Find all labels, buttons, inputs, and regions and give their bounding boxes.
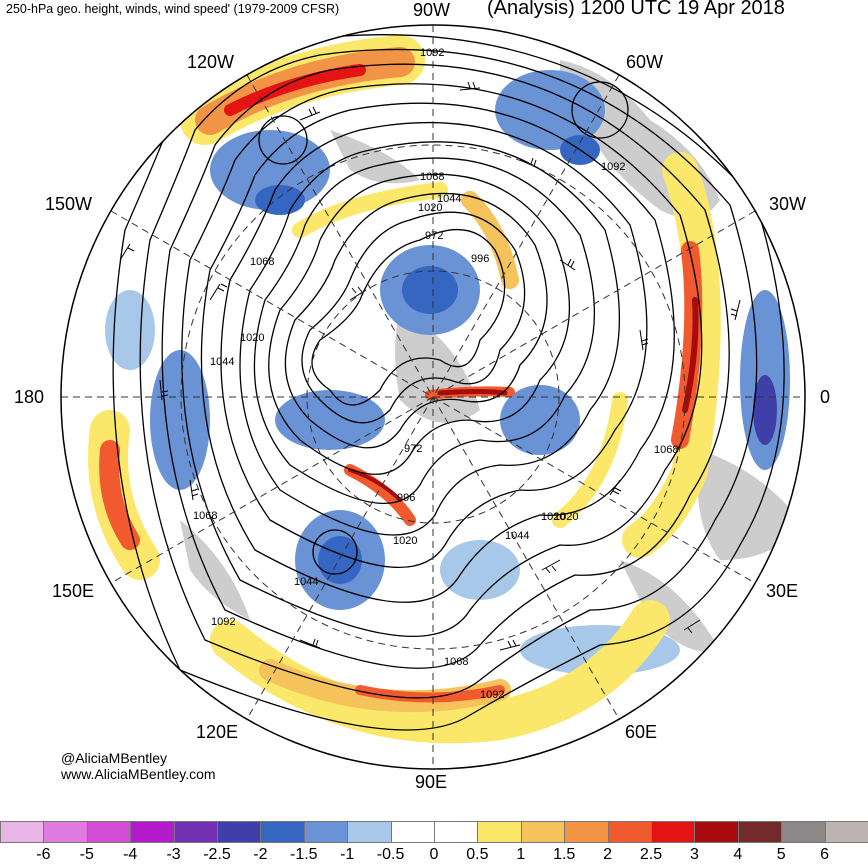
lon-label-30e: 30E — [766, 581, 799, 601]
contour-label: 1068 — [444, 656, 468, 668]
colorbar-swatch — [173, 821, 218, 843]
contour-label: 1068 — [250, 256, 274, 268]
lon-label-120e: 120E — [196, 722, 239, 742]
colorbar-swatch — [0, 821, 45, 843]
credit-text: @AliciaMBentley www.AliciaMBentley.com — [61, 750, 216, 782]
contour-label: 1068 — [420, 171, 444, 183]
colorbar-tick-label: 4 — [733, 846, 743, 863]
colorbar-tick-label: 3 — [689, 846, 699, 863]
land-masses — [180, 60, 800, 652]
colorbar-tick-label: 0.5 — [466, 846, 489, 863]
lon-label-180: 180 — [14, 387, 45, 407]
credit-handle: @AliciaMBentley — [61, 750, 168, 766]
colorbar-swatch — [607, 821, 652, 843]
colorbar-swatch — [260, 821, 305, 843]
colorbar-tick-label: -1 — [340, 846, 355, 863]
colorbar-tick-label: 5 — [776, 846, 786, 863]
graticule — [61, 25, 805, 769]
colorbar-tick-label: -5 — [79, 846, 94, 863]
lon-label-150w: 150W — [45, 194, 93, 214]
colorbar-tick-label: -0.5 — [376, 846, 405, 863]
contour-label: 1092 — [480, 689, 504, 701]
contour-labels: 1092 1068 1044 1020 972 996 1020 1068 10… — [193, 47, 678, 701]
colorbar-tick-label: 1.5 — [553, 846, 576, 863]
contour-label: 1068 — [654, 444, 678, 456]
lon-label-60e: 60E — [625, 722, 658, 742]
contour-label: 996 — [397, 492, 415, 504]
colorbar-swatch — [651, 821, 696, 843]
contour-label: 1092 — [211, 616, 235, 628]
colorbar-swatch — [390, 821, 435, 843]
colorbar-tick-label: -2 — [253, 846, 268, 863]
contour-label: 1044 — [505, 530, 529, 542]
contour-label: 1044 — [210, 356, 234, 368]
colorbar-swatch — [694, 821, 739, 843]
contour-label: 1044 — [294, 576, 318, 588]
map-boundary — [60, 24, 806, 770]
colorbar-tick-label: -2.5 — [203, 846, 231, 863]
credit-site: www.AliciaMBentley.com — [61, 766, 216, 782]
contour-label: 1092 — [601, 161, 625, 173]
colorbar-tick-label: 2 — [603, 846, 613, 863]
contour-label: 996 — [471, 253, 489, 265]
colorbar-swatch — [824, 821, 868, 843]
map-title: 250-hPa geo. height, winds, wind speed' … — [6, 2, 340, 16]
colorbar-swatch — [477, 821, 522, 843]
contour-label: 1020 — [541, 511, 565, 523]
colorbar-swatch — [434, 821, 479, 843]
contour-label: 972 — [425, 230, 443, 242]
colorbar-tick-label: -3 — [166, 846, 181, 863]
colorbar-tick-label: -4 — [123, 846, 138, 863]
colorbar-tick-label: 2.5 — [639, 846, 663, 863]
analysis-time: (Analysis) 1200 UTC 19 Apr 2018 — [487, 0, 785, 19]
contour-label: 1068 — [193, 510, 217, 522]
colorbar: -6 -5 -4 -3 -2.5 -2 -1.5 -1 -0.5 0 0.5 1 1.5 2 2.5 3 4 5 6 — [0, 821, 868, 865]
lon-label-0: 0 — [820, 387, 831, 407]
lon-label-90w: 90W — [413, 0, 451, 20]
contour-label: 1020 — [393, 535, 417, 547]
colorbar-swatch — [217, 821, 262, 843]
contour-label: 972 — [404, 443, 422, 455]
colorbar-swatch — [130, 821, 175, 843]
wind-barbs — [119, 81, 741, 651]
contour-label: 1020 — [240, 332, 264, 344]
colorbar-swatch — [303, 821, 349, 843]
colorbar-swatch — [43, 821, 88, 843]
colorbar-tick-label: 1 — [516, 846, 526, 863]
contour-label: 1092 — [420, 47, 444, 59]
lon-label-30w: 30W — [769, 194, 807, 214]
colorbar-tick-label: 6 — [820, 846, 830, 863]
lon-label-90e: 90E — [415, 772, 448, 792]
colorbar-tick-label: 0 — [429, 846, 439, 863]
lon-label-60w: 60W — [626, 52, 664, 72]
colorbar-swatch — [347, 821, 392, 843]
colorbar-swatch — [86, 821, 132, 843]
colorbar-swatch — [564, 821, 609, 843]
contour-label: 1020 — [554, 511, 578, 523]
colorbar-swatch — [781, 821, 826, 843]
colorbar-swatch — [520, 821, 566, 843]
lon-label-120w: 120W — [187, 52, 235, 72]
contour-label: 1044 — [437, 193, 461, 205]
colorbar-tick-label: -6 — [36, 846, 51, 863]
lon-label-150e: 150E — [52, 581, 95, 601]
colorbar-tick-label: -1.5 — [290, 846, 318, 863]
contour-label: 1020 — [418, 202, 442, 214]
polar-stereographic-map: 1092 1068 1044 1020 972 996 1020 1068 10… — [60, 24, 806, 770]
colorbar-swatch — [737, 821, 783, 843]
